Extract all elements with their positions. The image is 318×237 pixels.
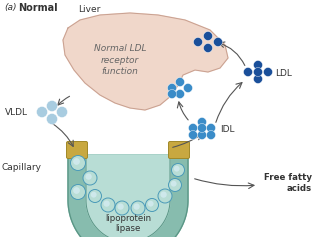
Circle shape bbox=[197, 118, 206, 127]
Circle shape bbox=[176, 77, 184, 87]
Circle shape bbox=[158, 189, 172, 203]
Circle shape bbox=[253, 68, 262, 77]
Circle shape bbox=[193, 37, 203, 46]
Circle shape bbox=[134, 203, 140, 210]
Polygon shape bbox=[86, 155, 170, 237]
Circle shape bbox=[176, 90, 184, 99]
Polygon shape bbox=[68, 155, 188, 237]
Circle shape bbox=[115, 201, 129, 215]
Circle shape bbox=[146, 199, 158, 211]
Circle shape bbox=[168, 90, 176, 99]
Text: Free fatty
acids: Free fatty acids bbox=[264, 173, 312, 193]
Circle shape bbox=[197, 131, 206, 140]
Circle shape bbox=[73, 158, 80, 165]
Text: VLDL: VLDL bbox=[5, 108, 28, 117]
Circle shape bbox=[253, 60, 262, 69]
Circle shape bbox=[57, 106, 67, 118]
Circle shape bbox=[264, 68, 273, 77]
Text: IDL: IDL bbox=[220, 126, 234, 135]
Circle shape bbox=[206, 131, 216, 140]
Circle shape bbox=[71, 155, 86, 170]
Circle shape bbox=[103, 201, 110, 207]
Circle shape bbox=[148, 201, 154, 207]
FancyBboxPatch shape bbox=[169, 141, 190, 159]
Circle shape bbox=[189, 123, 197, 132]
Circle shape bbox=[91, 192, 97, 198]
Circle shape bbox=[171, 164, 184, 177]
Text: Normal LDL
receptor
function: Normal LDL receptor function bbox=[94, 44, 146, 76]
Circle shape bbox=[117, 203, 124, 210]
Circle shape bbox=[88, 190, 101, 202]
Circle shape bbox=[101, 198, 115, 212]
Circle shape bbox=[197, 123, 206, 132]
Text: LDL: LDL bbox=[275, 68, 292, 77]
Circle shape bbox=[73, 187, 80, 194]
Circle shape bbox=[169, 178, 182, 191]
Circle shape bbox=[206, 123, 216, 132]
Circle shape bbox=[37, 106, 47, 118]
Circle shape bbox=[189, 131, 197, 140]
Circle shape bbox=[83, 171, 97, 185]
Polygon shape bbox=[63, 13, 228, 110]
Circle shape bbox=[171, 181, 176, 187]
Circle shape bbox=[46, 100, 58, 111]
Circle shape bbox=[168, 83, 176, 92]
Circle shape bbox=[213, 37, 223, 46]
Text: lipoprotein
lipase: lipoprotein lipase bbox=[105, 214, 151, 233]
Text: Liver: Liver bbox=[78, 5, 100, 14]
Circle shape bbox=[86, 173, 92, 180]
Circle shape bbox=[204, 44, 212, 53]
Circle shape bbox=[131, 201, 145, 215]
Circle shape bbox=[161, 191, 167, 198]
Circle shape bbox=[46, 114, 58, 124]
Text: (a): (a) bbox=[4, 3, 17, 12]
Circle shape bbox=[204, 32, 212, 41]
Text: Capillary: Capillary bbox=[2, 164, 42, 173]
Circle shape bbox=[244, 68, 252, 77]
Circle shape bbox=[183, 83, 192, 92]
Circle shape bbox=[174, 166, 180, 172]
Circle shape bbox=[71, 184, 86, 200]
Circle shape bbox=[253, 74, 262, 83]
FancyBboxPatch shape bbox=[66, 141, 87, 159]
Text: Normal: Normal bbox=[18, 3, 58, 13]
